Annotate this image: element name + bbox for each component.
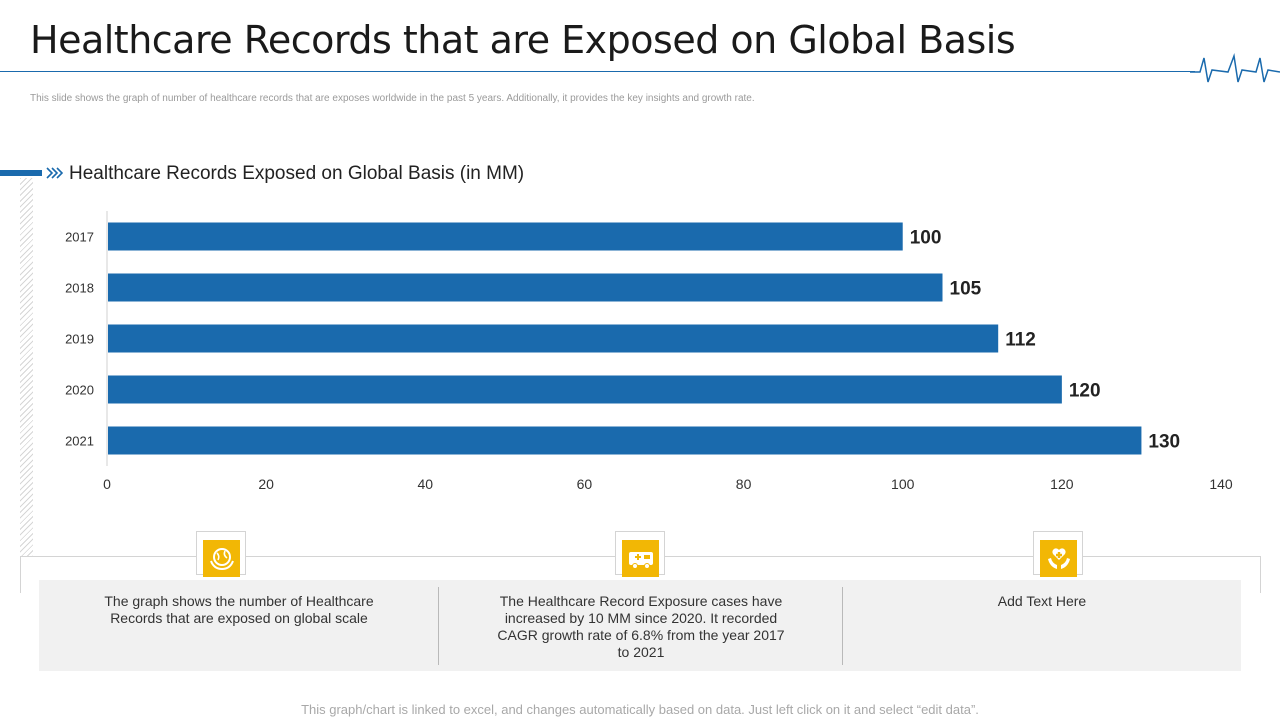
x-tick-label-40: 40 [417,476,433,492]
insight-text-3[interactable]: Add Text Here [997,593,1087,609]
bar-chart[interactable]: 100 2017 105 2018 112 2019 120 2020 130 2021 0 20 40… [0,0,1280,520]
chart-title: Healthcare Records Exposed on Global Bas… [69,163,525,184]
insight-icon-box-3 [1033,531,1083,577]
y-tick-label-2018: 2018 [65,281,94,296]
chevrons-icon [46,167,63,179]
decorative-hatch [20,178,33,558]
bar-2021[interactable] [108,426,1142,455]
y-tick-label-2019: 2019 [65,332,94,347]
data-label-2020: 120 [1069,381,1101,402]
x-tick-label-60: 60 [577,476,593,492]
title-divider [0,71,1195,72]
data-label-2017: 100 [910,228,942,249]
insight-panel: The graph shows the number of Healthcare… [39,580,1241,671]
insight-text-2: The Healthcare Record Exposure cases hav… [497,593,785,660]
x-tick-label-140: 140 [1209,476,1233,492]
page-title: Healthcare Records that are Exposed on G… [30,18,1016,62]
x-tick-label-0: 0 [103,476,111,492]
data-label-2019: 112 [1005,330,1036,351]
heartbeat-icon [1190,53,1280,83]
bar-2019[interactable] [108,324,999,353]
data-label-2018: 105 [950,279,982,300]
chart-title-accent [0,170,42,176]
x-tick-label-20: 20 [258,476,274,492]
data-label-2021: 130 [1148,432,1180,453]
y-tick-label-2021: 2021 [65,434,94,449]
insight-divider [842,587,843,665]
heart-hands-icon [1040,540,1077,577]
insight-divider [438,587,439,665]
insight-icon-box-2 [615,531,665,577]
page-subtitle: This slide shows the graph of number of … [30,93,755,104]
insight-icon-box-1 [196,531,246,577]
insight-text-1: The graph shows the number of Healthcare… [104,593,374,626]
globe-hands-icon [203,540,240,577]
y-tick-label-2020: 2020 [65,383,94,398]
footnote: This graph/chart is linked to excel, and… [301,702,979,717]
y-tick-label-2017: 2017 [65,230,94,245]
x-tick-label-80: 80 [736,476,752,492]
ambulance-icon [622,540,659,577]
x-tick-label-120: 120 [1050,476,1074,492]
bar-2018[interactable] [108,273,943,302]
bar-2020[interactable] [108,375,1062,404]
bar-2017[interactable] [108,222,903,251]
x-tick-label-100: 100 [891,476,915,492]
